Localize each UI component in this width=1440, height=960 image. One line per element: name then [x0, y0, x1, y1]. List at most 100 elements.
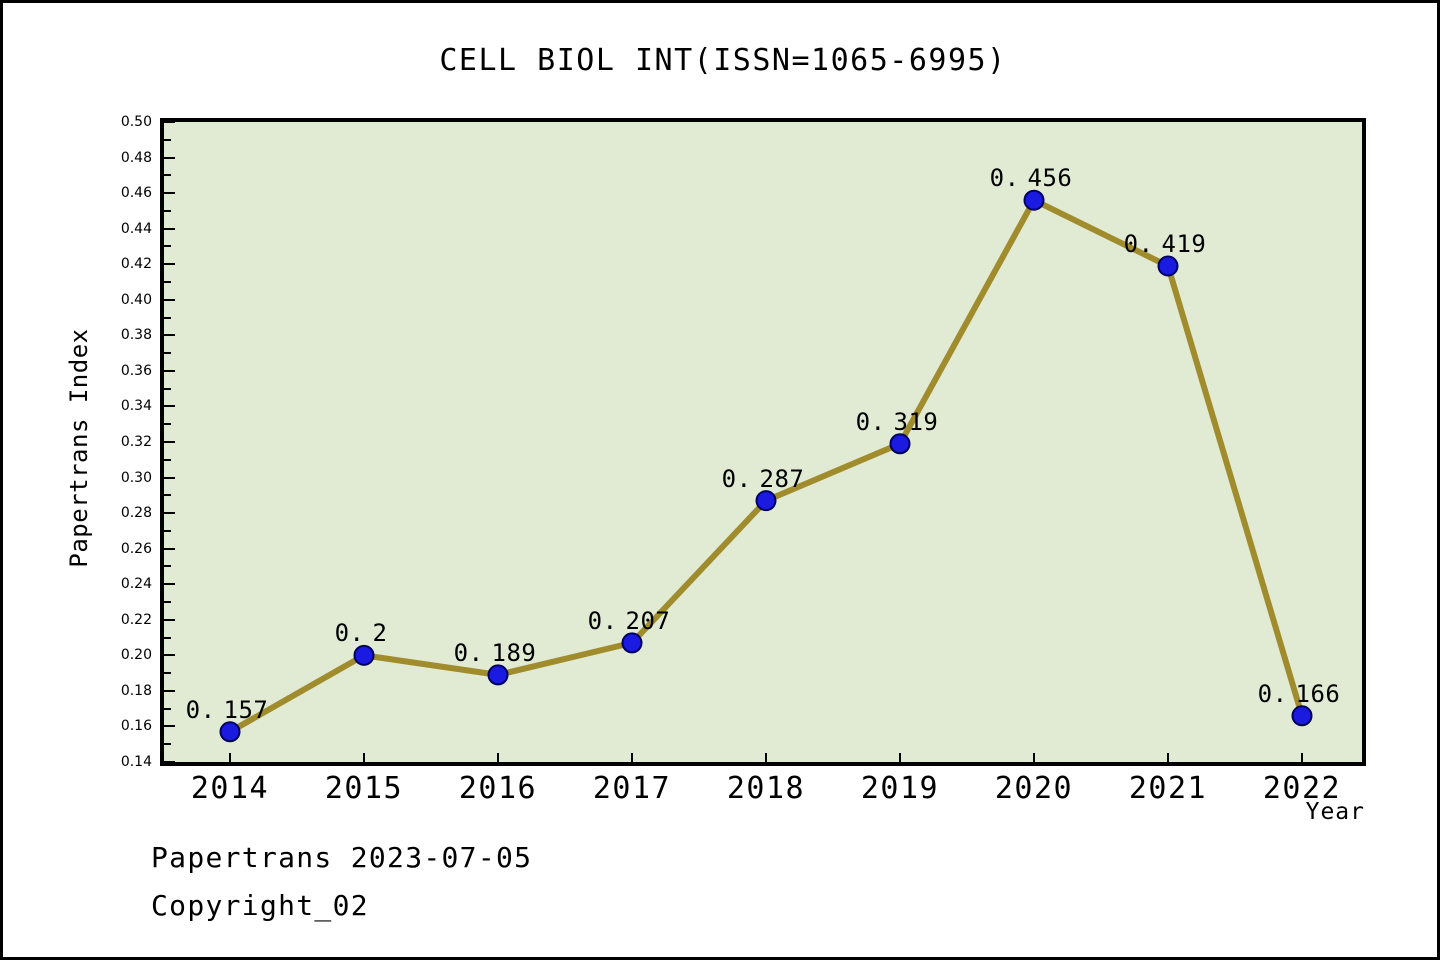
point-label: 0. 207 [587, 606, 671, 635]
plot-canvas: 0. 157 0. 2 0. 189 0. 207 0. 287 0. 319 0. 456 0. 419 0.… [164, 121, 1362, 763]
x-tick-label: 2014 [190, 771, 270, 806]
y-minor-tick [164, 245, 171, 248]
y-minor-tick [164, 387, 171, 390]
y-major-tick [164, 476, 175, 479]
y-tick-label: 0.48 [120, 149, 152, 166]
point-label: 0. 166 [1257, 679, 1341, 708]
y-tick-label: 0.16 [120, 718, 152, 735]
x-tick-label: 2022 [1262, 771, 1342, 806]
y-major-tick [164, 405, 175, 408]
y-tick-label: 0.28 [120, 505, 152, 522]
point-label: 0. 319 [855, 407, 939, 436]
y-major-tick [164, 334, 175, 337]
y-minor-tick [164, 174, 171, 177]
data-point [487, 664, 509, 686]
x-tick-label: 2018 [726, 771, 806, 806]
y-minor-tick [164, 138, 171, 141]
y-major-tick [164, 654, 175, 657]
y-major-tick [164, 369, 175, 372]
footer-date-text: Papertrans 2023-07-05 [151, 841, 533, 874]
y-major-tick [164, 298, 175, 301]
point-label: 0. 287 [721, 464, 805, 493]
y-minor-tick [164, 352, 171, 355]
y-tick-label: 0.50 [120, 114, 152, 130]
y-major-tick [164, 192, 175, 195]
data-point [1157, 255, 1179, 277]
y-major-tick [164, 263, 175, 266]
y-tick-label: 0.38 [120, 327, 152, 344]
y-minor-tick [164, 707, 171, 710]
y-tick-label: 0.24 [120, 576, 152, 593]
point-label: 0. 2 [334, 619, 388, 648]
y-major-tick [164, 618, 175, 621]
x-tick [1301, 753, 1303, 762]
footer-copyright-text: Copyright_02 [151, 889, 369, 922]
x-tick [765, 753, 767, 762]
x-tick [1033, 753, 1035, 762]
y-tick-label: 0.32 [120, 434, 152, 450]
line-series-svg [219, 189, 1313, 743]
data-point [889, 433, 911, 455]
y-minor-tick [164, 601, 171, 603]
y-minor-tick [164, 636, 171, 639]
y-minor-tick [164, 743, 171, 746]
data-point [621, 632, 643, 654]
data-point [755, 490, 777, 512]
y-tick-label: 0.40 [120, 291, 152, 308]
x-tick [631, 753, 633, 762]
x-tick-label: 2015 [324, 771, 404, 806]
y-major-tick [164, 227, 175, 230]
y-major-tick [164, 689, 175, 692]
y-major-tick [164, 547, 175, 550]
x-tick [363, 753, 365, 762]
y-minor-tick [164, 281, 171, 283]
y-minor-tick [164, 565, 171, 568]
x-axis-label: Year [1305, 799, 1365, 825]
y-major-tick [164, 121, 175, 123]
y-tick-label: 0.20 [120, 647, 152, 664]
x-tick [229, 753, 231, 762]
y-tick-label: 0.34 [120, 398, 152, 415]
y-minor-tick [164, 529, 171, 532]
point-label: 0. 419 [1123, 230, 1207, 258]
x-tick-label: 2017 [592, 771, 672, 806]
y-major-tick [164, 441, 175, 443]
x-tick-label: 2021 [1128, 771, 1208, 806]
y-minor-tick [164, 494, 171, 497]
data-point [1291, 705, 1313, 727]
y-tick-label: 0.14 [120, 754, 152, 770]
y-minor-tick [164, 316, 171, 319]
y-minor-tick [164, 209, 171, 212]
point-label: 0. 189 [453, 638, 537, 667]
y-tick-label: 0.26 [120, 540, 152, 557]
data-point [353, 644, 375, 666]
y-major-tick [164, 761, 175, 763]
y-tick-label: 0.46 [120, 185, 152, 202]
y-tick-label: 0.22 [120, 611, 152, 628]
x-tick [497, 753, 499, 762]
y-minor-tick [164, 458, 171, 461]
y-minor-tick [164, 672, 171, 675]
y-major-tick [164, 725, 175, 728]
x-tick-label: 2020 [994, 771, 1074, 806]
y-major-tick [164, 583, 175, 586]
y-tick-label: 0.44 [120, 220, 152, 237]
y-tick-label: 0.30 [120, 469, 152, 486]
plot-area: 0. 157 0. 2 0. 189 0. 207 0. 287 0. 319 0. 456 0. 419 0.… [160, 118, 1366, 766]
y-tick-label: 0.36 [120, 362, 152, 379]
y-tick-label: 0.42 [120, 256, 152, 273]
y-tick-label: 0.18 [120, 682, 152, 699]
x-tick [899, 753, 901, 762]
data-point [219, 721, 241, 743]
x-tick [1167, 753, 1169, 762]
chart-title: CELL BIOL INT(ISSN=1065-6995) [439, 43, 1007, 78]
y-major-tick [164, 156, 175, 159]
point-label: 0. 157 [185, 695, 269, 724]
y-major-tick [164, 512, 175, 515]
data-point [1023, 189, 1045, 211]
point-label: 0. 456 [989, 164, 1073, 193]
x-tick-label: 2016 [458, 771, 538, 806]
y-minor-tick [164, 423, 171, 426]
x-tick-label: 2019 [860, 771, 940, 806]
